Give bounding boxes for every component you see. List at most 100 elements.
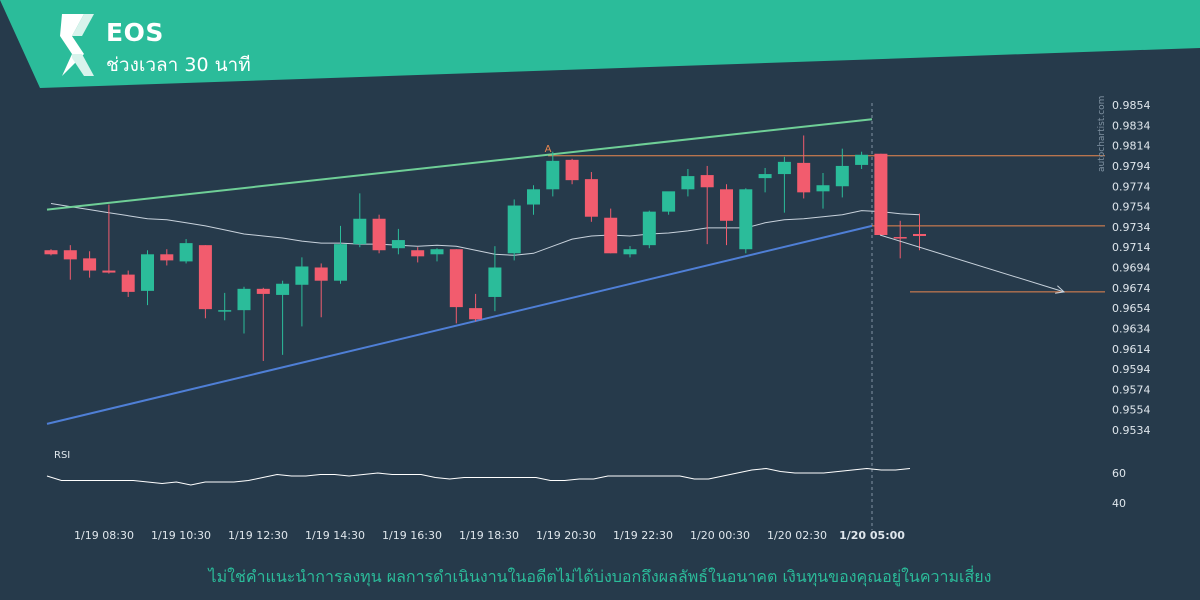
candle — [83, 251, 97, 278]
price-tick-label: 0.9694 — [1112, 262, 1151, 275]
autochartist-logo-icon — [60, 14, 94, 76]
candle — [218, 292, 232, 321]
candle — [874, 153, 888, 235]
candle-body — [353, 218, 367, 245]
candle — [835, 148, 849, 198]
rsi-tick-label: 60 — [1112, 467, 1126, 480]
time-tick-label: 1/19 10:30 — [151, 529, 211, 542]
candle — [507, 199, 521, 261]
time-axis: 1/19 08:30 1/19 10:30 1/19 12:30 1/19 14:30… — [74, 529, 905, 542]
candle-body — [758, 174, 772, 179]
candle — [681, 168, 695, 197]
candle-body — [334, 244, 347, 281]
price-tick-label: 0.9674 — [1112, 282, 1151, 295]
candle — [430, 248, 444, 262]
candle-body — [449, 249, 463, 308]
candle — [777, 156, 791, 213]
risk-disclaimer: ไม่ใช่คำแนะนำการลงทุน ผลการดำเนินงานในอด… — [208, 567, 992, 586]
price-tick-label: 0.9554 — [1112, 404, 1151, 417]
price-tick-label: 0.9814 — [1112, 140, 1151, 153]
time-tick-label: 1/19 22:30 — [613, 529, 673, 542]
price-tick-label: 0.9594 — [1112, 363, 1151, 376]
candle-body — [411, 250, 425, 257]
candle — [913, 213, 926, 251]
price-tick-label: 0.9634 — [1112, 322, 1151, 335]
candle-body — [469, 308, 483, 320]
candle-body — [835, 165, 849, 187]
candle-body — [527, 189, 540, 205]
candle-body — [256, 288, 270, 294]
candle — [160, 249, 174, 266]
time-tick-label: 1/19 14:30 — [305, 529, 365, 542]
price-tick-label: 0.9854 — [1112, 99, 1151, 112]
candle — [720, 184, 733, 246]
time-tick-label: 1/19 16:30 — [382, 529, 442, 542]
candle-body — [507, 205, 521, 254]
candle-body — [874, 153, 888, 235]
candle — [642, 210, 656, 249]
candle — [584, 172, 598, 222]
time-tick-label: 1/19 20:30 — [536, 529, 596, 542]
price-tick-label: 0.9734 — [1112, 221, 1151, 234]
price-tick-label: 0.9574 — [1112, 383, 1151, 396]
symbol-title: EOS — [106, 18, 164, 47]
candle-body — [430, 249, 444, 255]
candle-body — [777, 161, 791, 175]
candle — [372, 214, 386, 254]
time-tick-label: 1/19 12:30 — [228, 529, 288, 542]
candle — [411, 247, 425, 263]
candle-body — [179, 243, 193, 262]
candle — [739, 188, 753, 254]
upper-trendline — [46, 118, 873, 211]
candle — [623, 246, 637, 258]
candle — [855, 151, 869, 169]
candle-body — [893, 237, 907, 239]
candle-body — [816, 185, 830, 192]
time-tick-label: 1/20 05:00 — [839, 529, 905, 542]
candle — [353, 193, 367, 248]
candle-body — [218, 310, 232, 312]
candle — [758, 167, 772, 193]
candle-body — [662, 191, 676, 212]
candle-body — [276, 283, 290, 295]
candle-body — [488, 267, 502, 297]
price-tick-label: 0.9834 — [1112, 119, 1151, 132]
rsi-label: RSI — [54, 450, 70, 461]
price-tick-label: 0.9534 — [1112, 424, 1151, 437]
candle — [700, 165, 714, 245]
candle — [276, 280, 290, 355]
candle-body — [604, 217, 618, 254]
chart-overlay: A — [545, 144, 1066, 294]
candle-body — [720, 189, 733, 221]
candle-body — [295, 266, 309, 285]
candle — [102, 204, 116, 274]
candle-body — [121, 274, 135, 292]
candle-body — [855, 154, 869, 165]
candle-body — [623, 249, 637, 255]
candle — [63, 245, 77, 280]
price-tick-label: 0.9794 — [1112, 160, 1151, 173]
price-tick-label: 0.9754 — [1112, 201, 1151, 214]
header-banner — [0, 0, 1200, 88]
forecast-arrow — [879, 234, 1065, 293]
candle — [391, 228, 405, 255]
timeframe-label: ช่วงเวลา 30 นาที — [106, 54, 251, 76]
candle — [546, 151, 560, 197]
candle-body — [565, 159, 579, 181]
candle — [256, 287, 270, 361]
candle — [44, 249, 58, 256]
chart-lines — [46, 103, 1105, 530]
candle-body — [314, 267, 328, 281]
time-tick-label: 1/20 00:30 — [690, 529, 750, 542]
candle-body — [160, 254, 174, 261]
candle — [198, 245, 212, 319]
price-tick-label: 0.9714 — [1112, 241, 1151, 254]
time-tick-label: 1/19 08:30 — [74, 529, 134, 542]
candle — [237, 286, 251, 334]
price-tick-label: 0.9614 — [1112, 343, 1151, 356]
rsi-panel: RSI 60 40 — [46, 450, 1126, 510]
candle — [604, 208, 618, 254]
candles — [44, 135, 926, 361]
candle — [893, 220, 907, 259]
price-tick-label: 0.9774 — [1112, 180, 1151, 193]
